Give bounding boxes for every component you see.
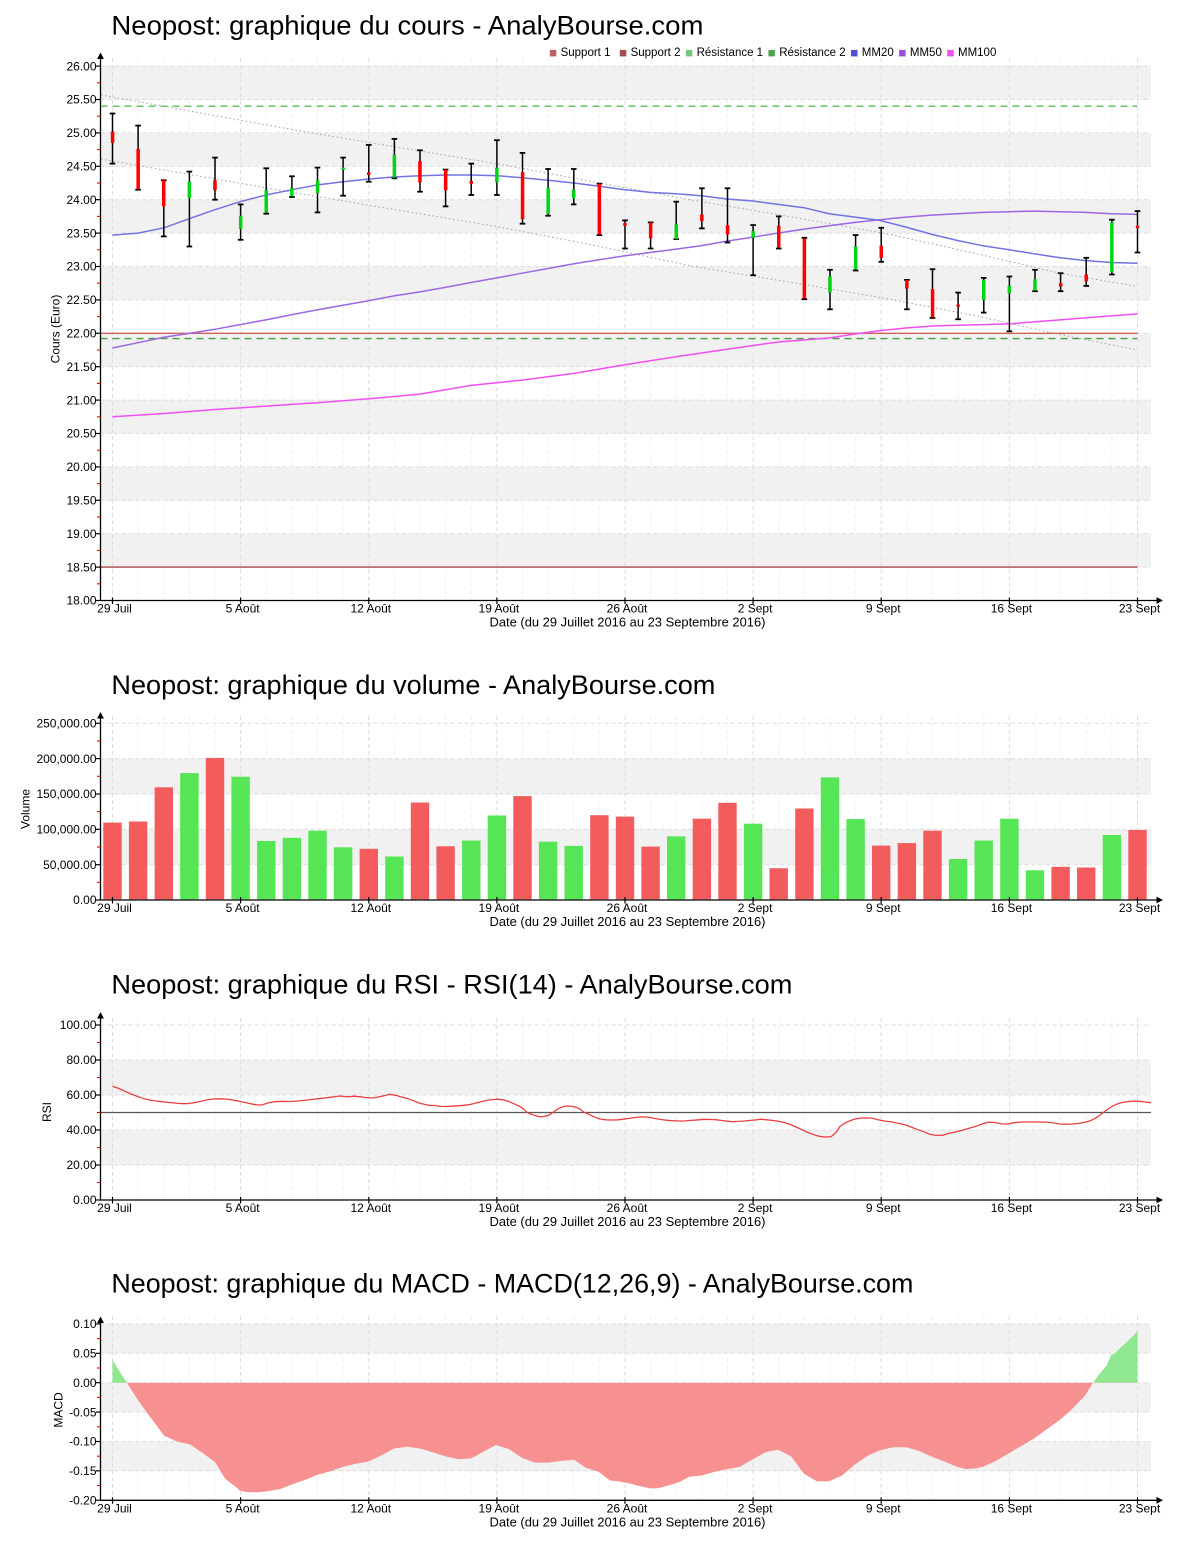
svg-text:0.00: 0.00 — [73, 1376, 97, 1390]
svg-text:26 Août: 26 Août — [607, 1201, 648, 1215]
svg-text:MACD: MACD — [52, 1392, 66, 1428]
svg-text:23.00: 23.00 — [66, 260, 96, 274]
svg-text:0.10: 0.10 — [73, 1317, 97, 1331]
svg-text:23 Sept: 23 Sept — [1119, 601, 1161, 615]
svg-text:23 Sept: 23 Sept — [1119, 1501, 1161, 1515]
svg-text:Résistance 2: Résistance 2 — [779, 47, 845, 59]
svg-text:-0.05: -0.05 — [69, 1405, 97, 1419]
svg-text:150,000.00: 150,000.00 — [36, 787, 96, 801]
svg-text:80.00: 80.00 — [66, 1053, 96, 1067]
svg-text:24.00: 24.00 — [66, 193, 96, 207]
svg-text:12 Août: 12 Août — [350, 1501, 391, 1515]
svg-text:100.00: 100.00 — [60, 1018, 97, 1032]
svg-text:18.00: 18.00 — [66, 594, 96, 608]
svg-text:Support 2: Support 2 — [631, 47, 681, 59]
svg-text:Date (du 29 Juillet 2016 au 23: Date (du 29 Juillet 2016 au 23 Septembre… — [490, 1214, 766, 1229]
svg-text:5 Août: 5 Août — [226, 1501, 261, 1515]
svg-text:19 Août: 19 Août — [479, 1501, 520, 1515]
svg-text:23.50: 23.50 — [66, 226, 96, 240]
svg-text:18.50: 18.50 — [66, 560, 96, 574]
svg-text:40.00: 40.00 — [66, 1123, 96, 1137]
svg-text:50,000.00: 50,000.00 — [43, 858, 97, 872]
svg-text:2 Sept: 2 Sept — [738, 1501, 773, 1515]
svg-text:Date (du 29 Juillet 2016 au 23: Date (du 29 Juillet 2016 au 23 Septembre… — [490, 1514, 766, 1529]
svg-text:24.50: 24.50 — [66, 160, 96, 174]
svg-text:9 Sept: 9 Sept — [866, 601, 901, 615]
svg-text:Neopost: graphique du volume -: Neopost: graphique du volume - AnalyBour… — [111, 670, 715, 700]
svg-text:2 Sept: 2 Sept — [738, 601, 773, 615]
svg-text:21.00: 21.00 — [66, 393, 96, 407]
svg-text:9 Sept: 9 Sept — [866, 901, 901, 915]
svg-text:16 Sept: 16 Sept — [991, 1201, 1033, 1215]
svg-text:5 Août: 5 Août — [226, 601, 261, 615]
svg-text:29 Juil: 29 Juil — [97, 901, 132, 915]
svg-text:0.00: 0.00 — [73, 1193, 97, 1207]
svg-text:200,000.00: 200,000.00 — [36, 752, 96, 766]
svg-text:Date (du 29 Juillet 2016 au 23: Date (du 29 Juillet 2016 au 23 Septembre… — [490, 914, 766, 929]
svg-text:23 Sept: 23 Sept — [1119, 901, 1161, 915]
svg-text:25.00: 25.00 — [66, 126, 96, 140]
svg-text:5 Août: 5 Août — [226, 1201, 261, 1215]
svg-text:16 Sept: 16 Sept — [991, 1501, 1033, 1515]
svg-text:5 Août: 5 Août — [226, 901, 261, 915]
svg-text:20.00: 20.00 — [66, 1158, 96, 1172]
svg-text:25.50: 25.50 — [66, 93, 96, 107]
svg-text:19.50: 19.50 — [66, 494, 96, 508]
svg-text:26 Août: 26 Août — [607, 601, 648, 615]
svg-text:9 Sept: 9 Sept — [866, 1501, 901, 1515]
svg-text:19 Août: 19 Août — [479, 601, 520, 615]
svg-text:19 Août: 19 Août — [479, 1201, 520, 1215]
svg-text:29 Juil: 29 Juil — [97, 1201, 132, 1215]
svg-text:Support 1: Support 1 — [561, 47, 611, 59]
svg-text:22.00: 22.00 — [66, 327, 96, 341]
svg-text:16 Sept: 16 Sept — [991, 601, 1033, 615]
svg-text:20.00: 20.00 — [66, 460, 96, 474]
svg-text:29 Juil: 29 Juil — [97, 1501, 132, 1515]
svg-text:0.05: 0.05 — [73, 1347, 97, 1361]
svg-text:26 Août: 26 Août — [607, 901, 648, 915]
svg-text:9 Sept: 9 Sept — [866, 1201, 901, 1215]
svg-text:23 Sept: 23 Sept — [1119, 1201, 1161, 1215]
svg-text:100,000.00: 100,000.00 — [36, 823, 96, 837]
svg-text:26 Août: 26 Août — [607, 1501, 648, 1515]
svg-text:MM20: MM20 — [862, 47, 894, 59]
svg-text:60.00: 60.00 — [66, 1088, 96, 1102]
svg-text:21.50: 21.50 — [66, 360, 96, 374]
svg-text:20.50: 20.50 — [66, 427, 96, 441]
svg-text:2 Sept: 2 Sept — [738, 901, 773, 915]
svg-text:250,000.00: 250,000.00 — [36, 717, 96, 731]
svg-text:2 Sept: 2 Sept — [738, 1201, 773, 1215]
svg-text:16 Sept: 16 Sept — [991, 901, 1033, 915]
svg-text:Neopost: graphique du MACD - M: Neopost: graphique du MACD - MACD(12,26,… — [111, 1269, 913, 1299]
svg-text:22.50: 22.50 — [66, 293, 96, 307]
svg-text:-0.15: -0.15 — [69, 1464, 97, 1478]
svg-text:12 Août: 12 Août — [350, 601, 391, 615]
svg-text:Cours (Euro): Cours (Euro) — [49, 295, 63, 364]
svg-text:MM50: MM50 — [910, 47, 942, 59]
svg-text:Volume: Volume — [19, 789, 33, 829]
svg-text:Résistance 1: Résistance 1 — [697, 47, 763, 59]
svg-text:MM100: MM100 — [958, 47, 996, 59]
svg-text:12 Août: 12 Août — [350, 1201, 391, 1215]
svg-text:Neopost: graphique du cours -: Neopost: graphique du cours - AnalyBours… — [111, 11, 703, 41]
svg-text:26.00: 26.00 — [66, 59, 96, 73]
svg-text:19 Août: 19 Août — [479, 901, 520, 915]
svg-text:12 Août: 12 Août — [350, 901, 391, 915]
svg-text:RSI: RSI — [40, 1102, 54, 1122]
svg-text:Neopost: graphique du RSI - RS: Neopost: graphique du RSI - RSI(14) - An… — [111, 970, 792, 1000]
svg-text:-0.10: -0.10 — [69, 1435, 97, 1449]
svg-text:-0.20: -0.20 — [69, 1493, 97, 1507]
svg-text:19.00: 19.00 — [66, 527, 96, 541]
svg-text:29 Juil: 29 Juil — [97, 601, 132, 615]
svg-text:Date (du 29 Juillet 2016 au 23: Date (du 29 Juillet 2016 au 23 Septembre… — [490, 614, 766, 629]
svg-text:0.00: 0.00 — [73, 893, 97, 907]
